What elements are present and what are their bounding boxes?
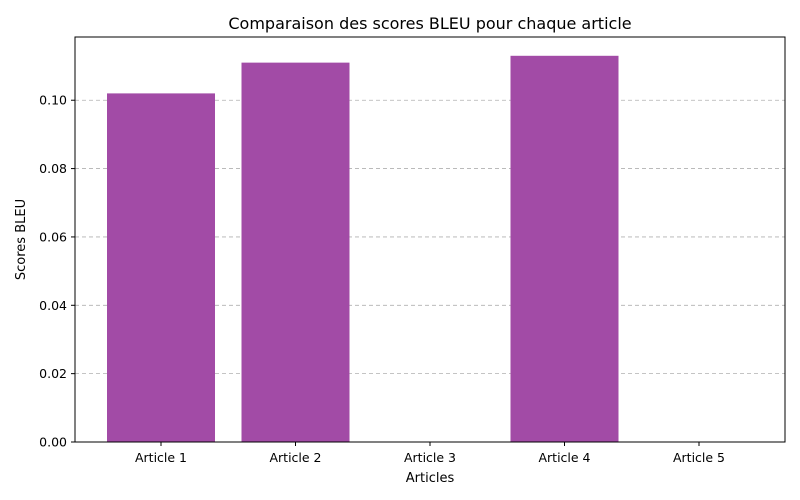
y-axis-label: Scores BLEU xyxy=(14,199,29,280)
x-tick-label: Article 2 xyxy=(269,450,321,465)
y-tick-label: 0.04 xyxy=(39,298,67,313)
x-tick-label: Article 1 xyxy=(135,450,187,465)
y-axis: 0.00 0.02 0.04 0.06 0.08 0.10 xyxy=(39,93,75,450)
y-tick-label: 0.08 xyxy=(39,161,67,176)
bars xyxy=(107,55,619,443)
bar xyxy=(107,93,215,443)
x-axis: Article 1 Article 2 Article 3 Article 4 Arti… xyxy=(135,442,725,465)
grid-lines xyxy=(75,99,785,375)
chart-title: Comparaison des scores BLEU pour chaque … xyxy=(228,14,631,33)
y-tick-label: 0.10 xyxy=(39,93,67,108)
x-tick-label: Article 4 xyxy=(538,450,590,465)
x-axis-label: Articles xyxy=(406,471,455,486)
y-tick-label: 0.06 xyxy=(39,229,67,244)
y-tick-label: 0.02 xyxy=(39,366,67,381)
y-tick-label: 0.00 xyxy=(39,435,67,450)
x-tick-label: Article 5 xyxy=(673,450,725,465)
bar xyxy=(510,55,619,442)
x-tick-label: Article 3 xyxy=(404,450,456,465)
bar xyxy=(241,62,350,443)
